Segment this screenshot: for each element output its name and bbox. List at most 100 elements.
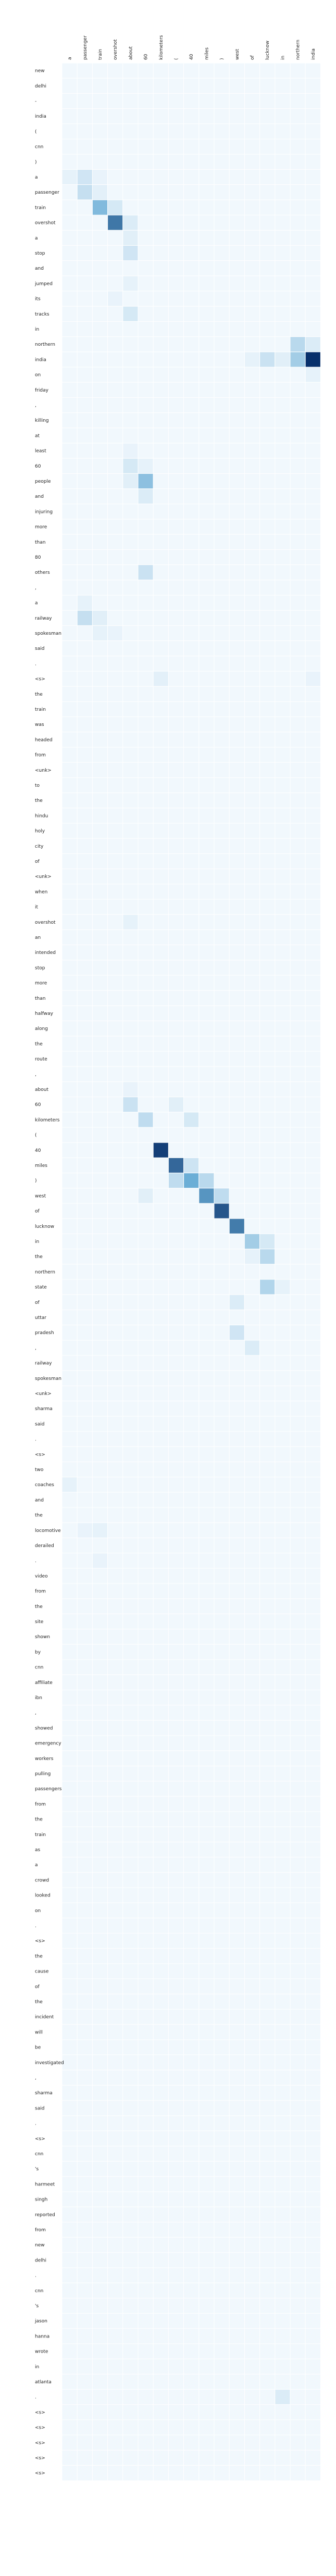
heatmap-cell [305, 2449, 321, 2466]
heatmap-cell [214, 2054, 230, 2070]
heatmap-cell [229, 2130, 245, 2146]
heatmap-cell [92, 808, 108, 824]
heatmap-cell [229, 2145, 245, 2162]
y-tick-label: least [35, 449, 46, 454]
heatmap-cell [259, 1537, 276, 1554]
heatmap-cell [198, 1537, 215, 1554]
heatmap-cell [77, 1978, 93, 1994]
heatmap-cell [214, 351, 230, 368]
heatmap-cell [122, 564, 139, 581]
heatmap-cell [77, 2039, 93, 2055]
heatmap-cell [153, 564, 169, 581]
heatmap-cell [229, 534, 245, 550]
heatmap-cell [122, 2054, 139, 2070]
heatmap-cell [92, 275, 108, 292]
heatmap-cell [122, 1142, 139, 1158]
heatmap-cell [244, 656, 260, 672]
heatmap-cell [229, 488, 245, 505]
heatmap-cell [92, 1492, 108, 1508]
heatmap-cell [138, 1629, 154, 1645]
heatmap-cell [77, 1142, 93, 1158]
heatmap-cell [92, 580, 108, 596]
heatmap-cell [61, 1142, 78, 1158]
heatmap-cell [107, 1857, 123, 1873]
heatmap-cell [290, 321, 306, 337]
y-tick-label: cnn [35, 145, 43, 150]
heatmap-cell [214, 1598, 230, 1614]
heatmap-cell [305, 1735, 321, 1751]
y-tick-label: when [35, 889, 47, 895]
heatmap-cell [198, 808, 215, 824]
heatmap-cell [229, 412, 245, 429]
heatmap-cell [290, 215, 306, 231]
heatmap-cell [214, 519, 230, 535]
y-tick-label: intended [35, 950, 56, 956]
heatmap-cell [259, 1613, 276, 1630]
heatmap-cell [122, 899, 139, 915]
heatmap-cell [122, 2191, 139, 2207]
heatmap-cell [244, 1963, 260, 1979]
heatmap-cell [61, 1127, 78, 1143]
heatmap-cell [168, 2328, 184, 2344]
y-tick-label: jason [34, 2319, 47, 2324]
heatmap-cell [244, 78, 260, 94]
heatmap-cell [305, 1750, 321, 1766]
heatmap-cell [214, 1613, 230, 1630]
heatmap-cell [198, 2191, 215, 2207]
y-tick-label: at [35, 433, 40, 438]
heatmap-cell [122, 884, 139, 900]
heatmap-cell [183, 1993, 200, 2010]
heatmap-cell [107, 1841, 123, 1858]
heatmap-cell [229, 230, 245, 246]
heatmap-cell [305, 2373, 321, 2390]
heatmap-cell [168, 1112, 184, 1128]
y-tick-label: uttar [35, 1315, 46, 1321]
heatmap-cell [259, 1674, 276, 1690]
heatmap-cell [107, 412, 123, 429]
heatmap-cell [259, 1993, 276, 2010]
heatmap-cell [198, 686, 215, 702]
heatmap-cell [138, 412, 154, 429]
heatmap-cell [138, 1963, 154, 1979]
heatmap-cell [168, 473, 184, 489]
heatmap-cell [214, 1583, 230, 1599]
heatmap-cell [92, 701, 108, 718]
heatmap-cell [122, 610, 139, 626]
heatmap-cell [305, 1857, 321, 1873]
heatmap-cell [153, 412, 169, 429]
heatmap-cell [275, 473, 291, 489]
heatmap-cell [138, 108, 154, 124]
heatmap-cell [92, 1051, 108, 1067]
heatmap-cell [214, 1142, 230, 1158]
heatmap-cell [122, 184, 139, 200]
heatmap-cell [168, 1629, 184, 1645]
heatmap-cell [214, 2206, 230, 2222]
heatmap-cell [61, 1036, 78, 1052]
heatmap-cell [305, 853, 321, 870]
heatmap-cell [198, 397, 215, 413]
heatmap-cell [259, 2282, 276, 2298]
heatmap-cell [61, 808, 78, 824]
heatmap-cell [77, 990, 93, 1006]
heatmap-cell [61, 2343, 78, 2359]
heatmap-cell [92, 534, 108, 550]
heatmap-cell [305, 291, 321, 307]
heatmap-cell [244, 1629, 260, 1645]
heatmap-cell [92, 1507, 108, 1523]
heatmap-cell [244, 2085, 260, 2101]
heatmap-cell [77, 1416, 93, 1432]
heatmap-cell [259, 2100, 276, 2116]
y-tick-label: railway [35, 1361, 52, 1366]
heatmap-cell [214, 443, 230, 459]
y-tick-label: the [35, 1954, 43, 1959]
heatmap-cell [183, 1659, 200, 1675]
heatmap-cell [138, 701, 154, 718]
heatmap-cell [214, 2252, 230, 2268]
heatmap-cell [168, 2313, 184, 2329]
heatmap-cell [92, 1735, 108, 1751]
heatmap-cell [244, 580, 260, 596]
heatmap-cell [229, 1644, 245, 1660]
heatmap-cell [153, 1051, 169, 1067]
heatmap-cell [107, 2115, 123, 2131]
heatmap-cell [275, 823, 291, 839]
